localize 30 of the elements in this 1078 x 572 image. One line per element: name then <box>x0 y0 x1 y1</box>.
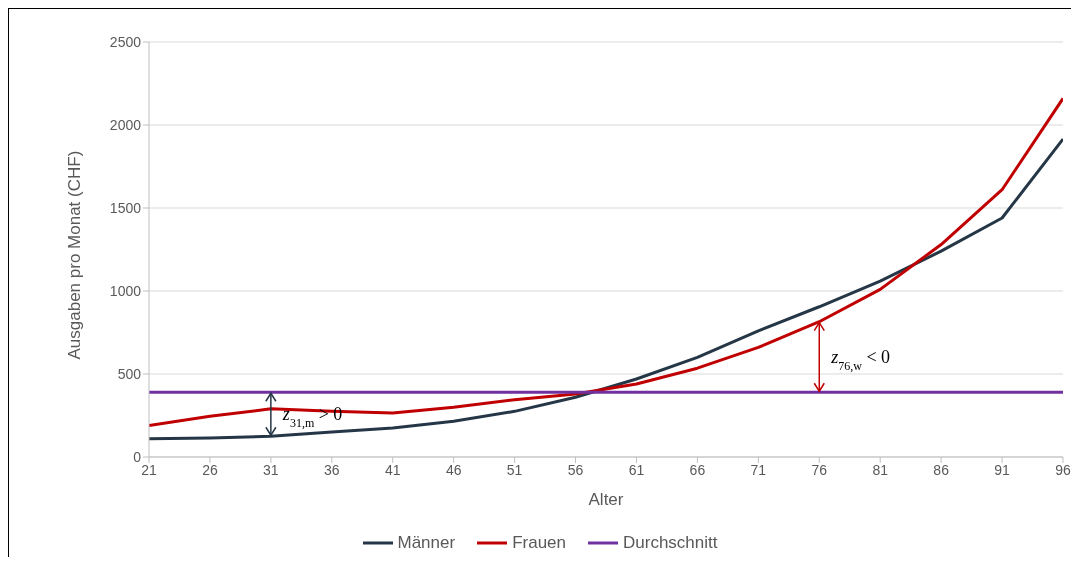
x-tick-label: 21 <box>141 461 157 478</box>
x-tick-label: 26 <box>202 461 218 478</box>
x-tick-label: 31 <box>263 461 279 478</box>
x-tick-label: 86 <box>933 461 950 478</box>
y-axis-title: Ausgaben pro Monat (CHF) <box>65 150 85 360</box>
legend-label: Frauen <box>512 533 567 553</box>
annotation: z$_{76,w}$ < 0 <box>830 346 891 373</box>
y-tick-label: 1500 <box>109 199 142 216</box>
x-tick-label: 76 <box>811 461 828 478</box>
x-tick-label: 81 <box>872 461 889 478</box>
legend-label: Männer <box>397 533 456 553</box>
x-tick-label: 96 <box>1055 461 1071 478</box>
line-series <box>149 96 1063 427</box>
x-tick-label: 91 <box>994 461 1011 478</box>
x-tick-label: 46 <box>445 461 462 478</box>
x-axis-title: Alter <box>588 490 624 509</box>
y-tick-label: 0 <box>133 448 142 465</box>
y-tick-label: 500 <box>117 365 142 382</box>
y-tick-label: 1000 <box>109 282 142 299</box>
legend-label: Durchschnitt <box>623 533 718 553</box>
y-tick-label: 2500 <box>109 33 142 50</box>
line-series <box>149 137 1063 441</box>
x-tick-label: 41 <box>384 461 401 478</box>
x-tick-label: 71 <box>750 461 767 478</box>
x-tick-label: 61 <box>628 461 645 478</box>
x-tick-label: 56 <box>567 461 584 478</box>
x-tick-label: 36 <box>324 461 340 478</box>
x-tick-label: 51 <box>506 461 523 478</box>
x-tick-label: 66 <box>689 461 706 478</box>
y-tick-label: 2000 <box>109 116 142 133</box>
